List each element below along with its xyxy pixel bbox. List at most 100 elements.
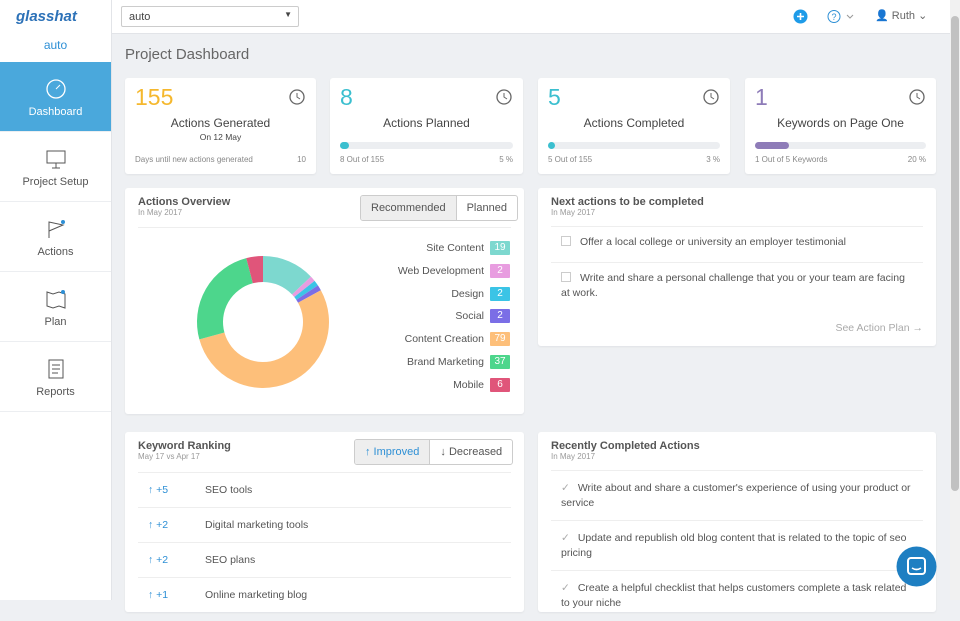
select-value: auto: [129, 11, 151, 23]
scroll-thumb[interactable]: [951, 16, 959, 491]
legend-item: Site Content 19: [426, 241, 510, 255]
recent-actions: Recently Completed Actions In May 2017 ✓…: [538, 432, 936, 612]
card-title: Recently Completed Actions: [551, 440, 700, 452]
stat-label: Actions Completed: [583, 116, 685, 130]
progress-label: 5 %: [499, 155, 513, 164]
chat-button[interactable]: [896, 546, 937, 587]
nav-icon: [48, 220, 65, 238]
completed-item: ✓ Write about and share a customer's expe…: [551, 470, 923, 521]
nav-item[interactable]: Plan: [0, 272, 111, 342]
keyword-row: ↑ +2 SEO plans: [138, 542, 511, 578]
progress-fill: [548, 142, 555, 149]
keyword-row: ↑ +2 Digital marketing tools: [138, 507, 511, 543]
keyword-row: ↑ +1 Online marketing blog: [138, 577, 511, 613]
legend-label: Content Creation: [404, 333, 484, 346]
nav-icon: [45, 79, 66, 99]
checkbox[interactable]: [561, 272, 571, 282]
legend-badge: 19: [490, 241, 510, 255]
user-name: Ruth: [891, 10, 916, 22]
action-item: Offer a local college or university an e…: [551, 226, 923, 258]
stat-value: 1: [755, 84, 768, 110]
see-action-plan[interactable]: See Action Plan →: [835, 322, 923, 334]
completed-item: ✓ Update and republish old blog content t…: [551, 520, 923, 571]
tab[interactable]: ↑ Improved: [355, 440, 431, 464]
stat-label: Actions Generated: [170, 116, 271, 130]
action-text: Write about and share a customer's exper…: [561, 482, 911, 509]
donut-segment: [197, 258, 254, 340]
legend-label: Social: [455, 310, 484, 323]
help-button[interactable]: ?: [827, 9, 855, 24]
nav-icon: [46, 290, 65, 309]
progress-label: 20 %: [907, 155, 926, 164]
card-subtitle: In May 2017: [551, 208, 596, 217]
donut-segment: [199, 290, 329, 388]
stat-value: 8: [340, 84, 353, 110]
progress-fill: [340, 142, 349, 149]
card-title: Next actions to be completed: [551, 196, 704, 208]
stat-card: 5 Actions Completed 5 Out of 155 3 %: [538, 78, 730, 174]
card-subtitle: In May 2017: [551, 452, 596, 461]
legend-item: Design 2: [451, 286, 510, 301]
progress-track: [340, 142, 513, 149]
legend-badge: 2: [490, 286, 510, 301]
nav-item[interactable]: Reports: [0, 342, 111, 412]
add-button[interactable]: [793, 9, 808, 24]
completed-item: ✓ Create a helpful checklist that helps c…: [551, 570, 923, 621]
nav-item[interactable]: Actions: [0, 202, 111, 272]
legend-label: Mobile: [453, 378, 484, 391]
keyword-row: ↑ +5 SEO tools: [138, 472, 511, 508]
card-subtitle: May 17 vs Apr 17: [138, 452, 200, 461]
project-select[interactable]: auto ▼: [121, 6, 299, 27]
stat-card: 8 Actions Planned 8 Out of 155 5 %: [330, 78, 523, 174]
nav-label: Reports: [36, 386, 75, 398]
donut-segment: [291, 276, 315, 298]
keyword: SEO plans: [205, 554, 256, 566]
sidebar: glasshat auto Dashboard Project Setup Acti…: [0, 0, 112, 600]
nav-item[interactable]: Project Setup: [0, 132, 111, 202]
donut-segment: [246, 256, 264, 284]
action-text: Write and share a personal challenge tha…: [561, 272, 905, 299]
keyword-ranking: Keyword Ranking May 17 vs Apr 17 ↑ Impro…: [125, 432, 524, 612]
nav-icon: [48, 359, 63, 379]
legend-item: Content Creation 79: [404, 332, 510, 347]
legend-badge: 79: [490, 332, 510, 347]
stat-icon: [703, 89, 719, 105]
stat-label: Actions Planned: [383, 116, 470, 130]
legend-item: Mobile 6: [453, 377, 510, 392]
legend-badge: 2: [490, 309, 510, 324]
keyword: Online marketing blog: [205, 589, 308, 601]
nav-item[interactable]: Dashboard: [0, 62, 111, 132]
stat-foot: 8 Out of 155: [340, 155, 385, 164]
action-text: Offer a local college or university an e…: [580, 236, 846, 248]
stat-foot: Days until new actions generated: [135, 155, 253, 164]
nav-label: Actions: [37, 246, 74, 258]
progress-track: [755, 142, 926, 149]
keyword: SEO tools: [205, 484, 253, 496]
stat-label: Keywords on Page One: [777, 116, 904, 130]
nav-icon: [46, 150, 65, 169]
card-subtitle: In May 2017: [138, 208, 183, 217]
checkbox[interactable]: [561, 236, 571, 246]
rank-change: ↑ +1: [148, 589, 169, 601]
tab[interactable]: ↓ Decreased: [440, 446, 503, 458]
nav-label: Project Setup: [22, 176, 89, 188]
legend-item: Social 2: [455, 309, 510, 324]
stat-card: 1 Keywords on Page One 1 Out of 5 Keywords…: [745, 78, 936, 174]
stat-icon: [496, 89, 512, 105]
stat-icon: [289, 89, 305, 105]
stat-sub: On 12 May: [199, 132, 242, 142]
tabs: ↑ Improved ↓ Decreased: [354, 439, 514, 465]
nav-label: Plan: [44, 316, 67, 328]
stat-foot: 1 Out of 5 Keywords: [755, 155, 828, 164]
tab[interactable]: Planned: [466, 202, 507, 214]
card-title: Keyword Ranking: [138, 440, 231, 452]
project-name: auto: [43, 38, 68, 52]
donut-segment: [262, 256, 311, 295]
tab[interactable]: Recommended: [361, 196, 457, 220]
user-menu[interactable]: 👤 Ruth ⌄: [875, 10, 928, 22]
next-actions: Next actions to be completed In May 2017…: [538, 188, 936, 346]
action-text: Update and republish old blog content th…: [561, 532, 907, 559]
logo[interactable]: glasshat: [16, 8, 77, 25]
